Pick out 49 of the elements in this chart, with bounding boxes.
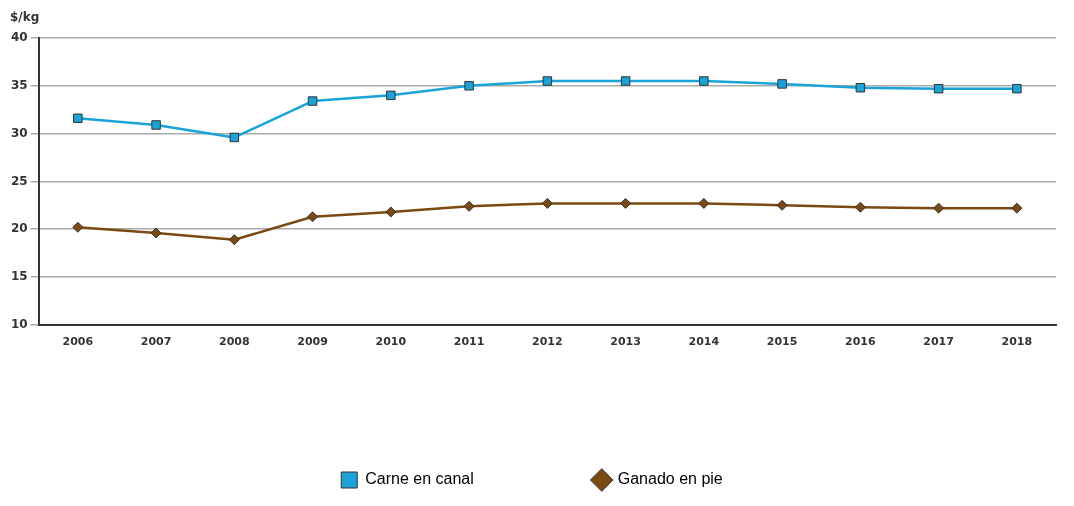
point: [228, 234, 240, 246]
point: [1011, 202, 1023, 214]
point: [464, 81, 474, 91]
y-tick-label: 30: [11, 125, 28, 140]
x-tick-label: 2007: [140, 335, 172, 349]
point: [542, 76, 553, 86]
point: [229, 132, 240, 143]
point: [698, 197, 710, 209]
y-tick-label: 25: [11, 173, 28, 188]
legend-label: Ganado en pie: [617, 470, 723, 488]
point: [385, 206, 397, 218]
x-tick-label: 2010: [375, 335, 407, 349]
point: [1012, 83, 1022, 94]
y-tick-label: 10: [11, 316, 28, 331]
point: [776, 199, 788, 211]
x-tick-label: 2014: [688, 335, 720, 349]
x-tick-label: 2018: [1001, 335, 1033, 349]
point: [620, 76, 631, 86]
point: [933, 83, 944, 94]
point: [73, 113, 83, 124]
point: [386, 90, 396, 101]
point: [151, 120, 161, 130]
x-tick-label: 2016: [845, 335, 877, 349]
point: [699, 76, 709, 86]
y-tick-label: 40: [11, 30, 28, 45]
point: [463, 200, 475, 212]
point: [855, 82, 866, 93]
y-tick-label: 20: [11, 221, 28, 236]
point: [854, 201, 866, 213]
legend-label: Carne en canal: [365, 470, 474, 488]
x-tick-label: 2011: [453, 335, 485, 349]
y-tick-label: 15: [11, 269, 28, 284]
point: [150, 227, 162, 239]
x-tick-label: 2006: [62, 335, 94, 349]
y-axis-title: $/kg: [10, 10, 40, 25]
x-tick-label: 2009: [297, 335, 328, 349]
point: [307, 211, 319, 223]
point: [307, 96, 318, 106]
x-tick-label: 2017: [923, 335, 954, 349]
x-tick-label: 2012: [532, 335, 563, 349]
point: [620, 197, 632, 209]
y-tick-label: 35: [11, 77, 28, 92]
point: [933, 202, 945, 214]
point: [777, 79, 787, 89]
point: [72, 221, 84, 233]
x-tick-label: 2013: [610, 335, 641, 349]
point: [541, 197, 553, 209]
x-tick-label: 2015: [766, 335, 798, 349]
x-tick-label: 2008: [219, 335, 250, 349]
